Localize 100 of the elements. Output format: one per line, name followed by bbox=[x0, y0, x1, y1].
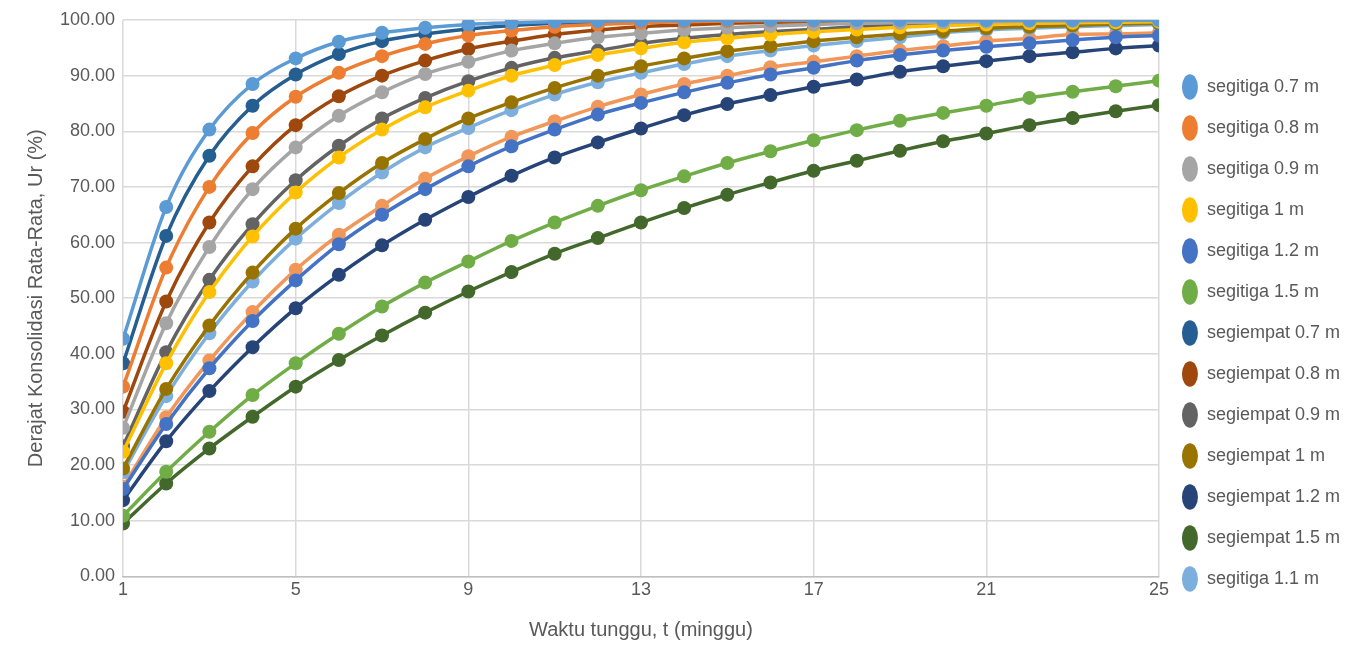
point bbox=[331, 108, 346, 123]
point bbox=[288, 379, 303, 394]
point bbox=[331, 237, 346, 252]
point bbox=[375, 299, 390, 314]
legend-label: segiempat 1.5 m bbox=[1206, 526, 1341, 547]
point bbox=[245, 388, 260, 403]
legend-label: segiempat 0.7 m bbox=[1206, 321, 1341, 342]
point bbox=[159, 228, 174, 243]
point bbox=[375, 111, 390, 126]
point bbox=[245, 265, 260, 280]
point bbox=[849, 53, 864, 68]
legend-label: segitiga 1 m bbox=[1206, 198, 1304, 219]
y-tick-label: 70.00 bbox=[70, 175, 116, 196]
point bbox=[418, 212, 433, 227]
point bbox=[936, 134, 951, 149]
point bbox=[1108, 30, 1123, 45]
point bbox=[979, 126, 994, 141]
y-tick-label: 0.00 bbox=[80, 565, 116, 586]
point bbox=[288, 118, 303, 133]
point bbox=[1108, 79, 1123, 94]
point bbox=[892, 48, 907, 63]
point bbox=[159, 464, 174, 479]
point bbox=[375, 328, 390, 343]
y-tick-label: 40.00 bbox=[70, 342, 116, 363]
point bbox=[288, 356, 303, 371]
point bbox=[1065, 84, 1080, 99]
point bbox=[331, 326, 346, 341]
point bbox=[461, 254, 476, 269]
x-tick-label: 21 bbox=[976, 579, 997, 600]
point bbox=[288, 140, 303, 155]
point bbox=[375, 68, 390, 83]
point bbox=[245, 229, 260, 244]
legend-label: segitiga 0.9 m bbox=[1206, 157, 1319, 178]
point bbox=[245, 159, 260, 174]
point bbox=[375, 122, 390, 137]
point bbox=[375, 85, 390, 100]
x-tick-label: 13 bbox=[630, 579, 652, 600]
point bbox=[159, 316, 174, 331]
point bbox=[245, 98, 260, 113]
point bbox=[331, 150, 346, 165]
point bbox=[806, 163, 821, 178]
point bbox=[202, 424, 217, 439]
point bbox=[590, 135, 605, 150]
point bbox=[331, 65, 346, 80]
point bbox=[461, 54, 476, 69]
point bbox=[849, 153, 864, 168]
point bbox=[418, 132, 433, 147]
point bbox=[936, 105, 951, 120]
point bbox=[331, 352, 346, 367]
y-tick-label: 50.00 bbox=[70, 287, 116, 308]
point bbox=[202, 441, 217, 456]
point bbox=[288, 221, 303, 236]
x-tick-label: 17 bbox=[803, 579, 824, 600]
x-tick-label: 9 bbox=[463, 579, 474, 600]
point bbox=[590, 198, 605, 213]
point bbox=[331, 34, 346, 49]
point bbox=[288, 185, 303, 200]
point bbox=[677, 51, 692, 66]
point bbox=[547, 150, 562, 165]
point bbox=[1022, 36, 1037, 51]
point bbox=[202, 215, 217, 230]
point bbox=[633, 215, 648, 230]
point bbox=[245, 340, 260, 355]
point bbox=[375, 156, 390, 170]
point bbox=[331, 46, 346, 61]
y-tick-label: 90.00 bbox=[70, 64, 116, 85]
point bbox=[504, 43, 519, 58]
point bbox=[288, 89, 303, 104]
legend-label: segitiga 1.5 m bbox=[1206, 280, 1319, 301]
point bbox=[633, 59, 648, 74]
point bbox=[1065, 110, 1080, 125]
point bbox=[547, 122, 562, 137]
point bbox=[375, 25, 390, 40]
point bbox=[375, 238, 390, 253]
point bbox=[245, 182, 260, 197]
point bbox=[504, 68, 519, 83]
point bbox=[245, 314, 260, 329]
point bbox=[418, 66, 433, 81]
point bbox=[202, 122, 217, 137]
point bbox=[936, 43, 951, 58]
point bbox=[504, 168, 519, 183]
point bbox=[892, 143, 907, 158]
point bbox=[245, 76, 260, 91]
point bbox=[763, 144, 778, 159]
point bbox=[1065, 33, 1080, 48]
legend-label: segiempat 1.2 m bbox=[1206, 485, 1341, 506]
point bbox=[936, 59, 951, 74]
legend-label: segitiga 1.2 m bbox=[1206, 239, 1319, 260]
point bbox=[633, 183, 648, 198]
point bbox=[633, 41, 648, 56]
point bbox=[202, 318, 217, 333]
y-tick-label: 80.00 bbox=[70, 120, 116, 141]
point bbox=[461, 41, 476, 56]
point bbox=[418, 305, 433, 320]
y-tick-label: 60.00 bbox=[70, 231, 116, 252]
point bbox=[461, 111, 476, 126]
point bbox=[159, 199, 174, 214]
point bbox=[461, 20, 476, 32]
point bbox=[418, 182, 433, 197]
point bbox=[461, 284, 476, 299]
